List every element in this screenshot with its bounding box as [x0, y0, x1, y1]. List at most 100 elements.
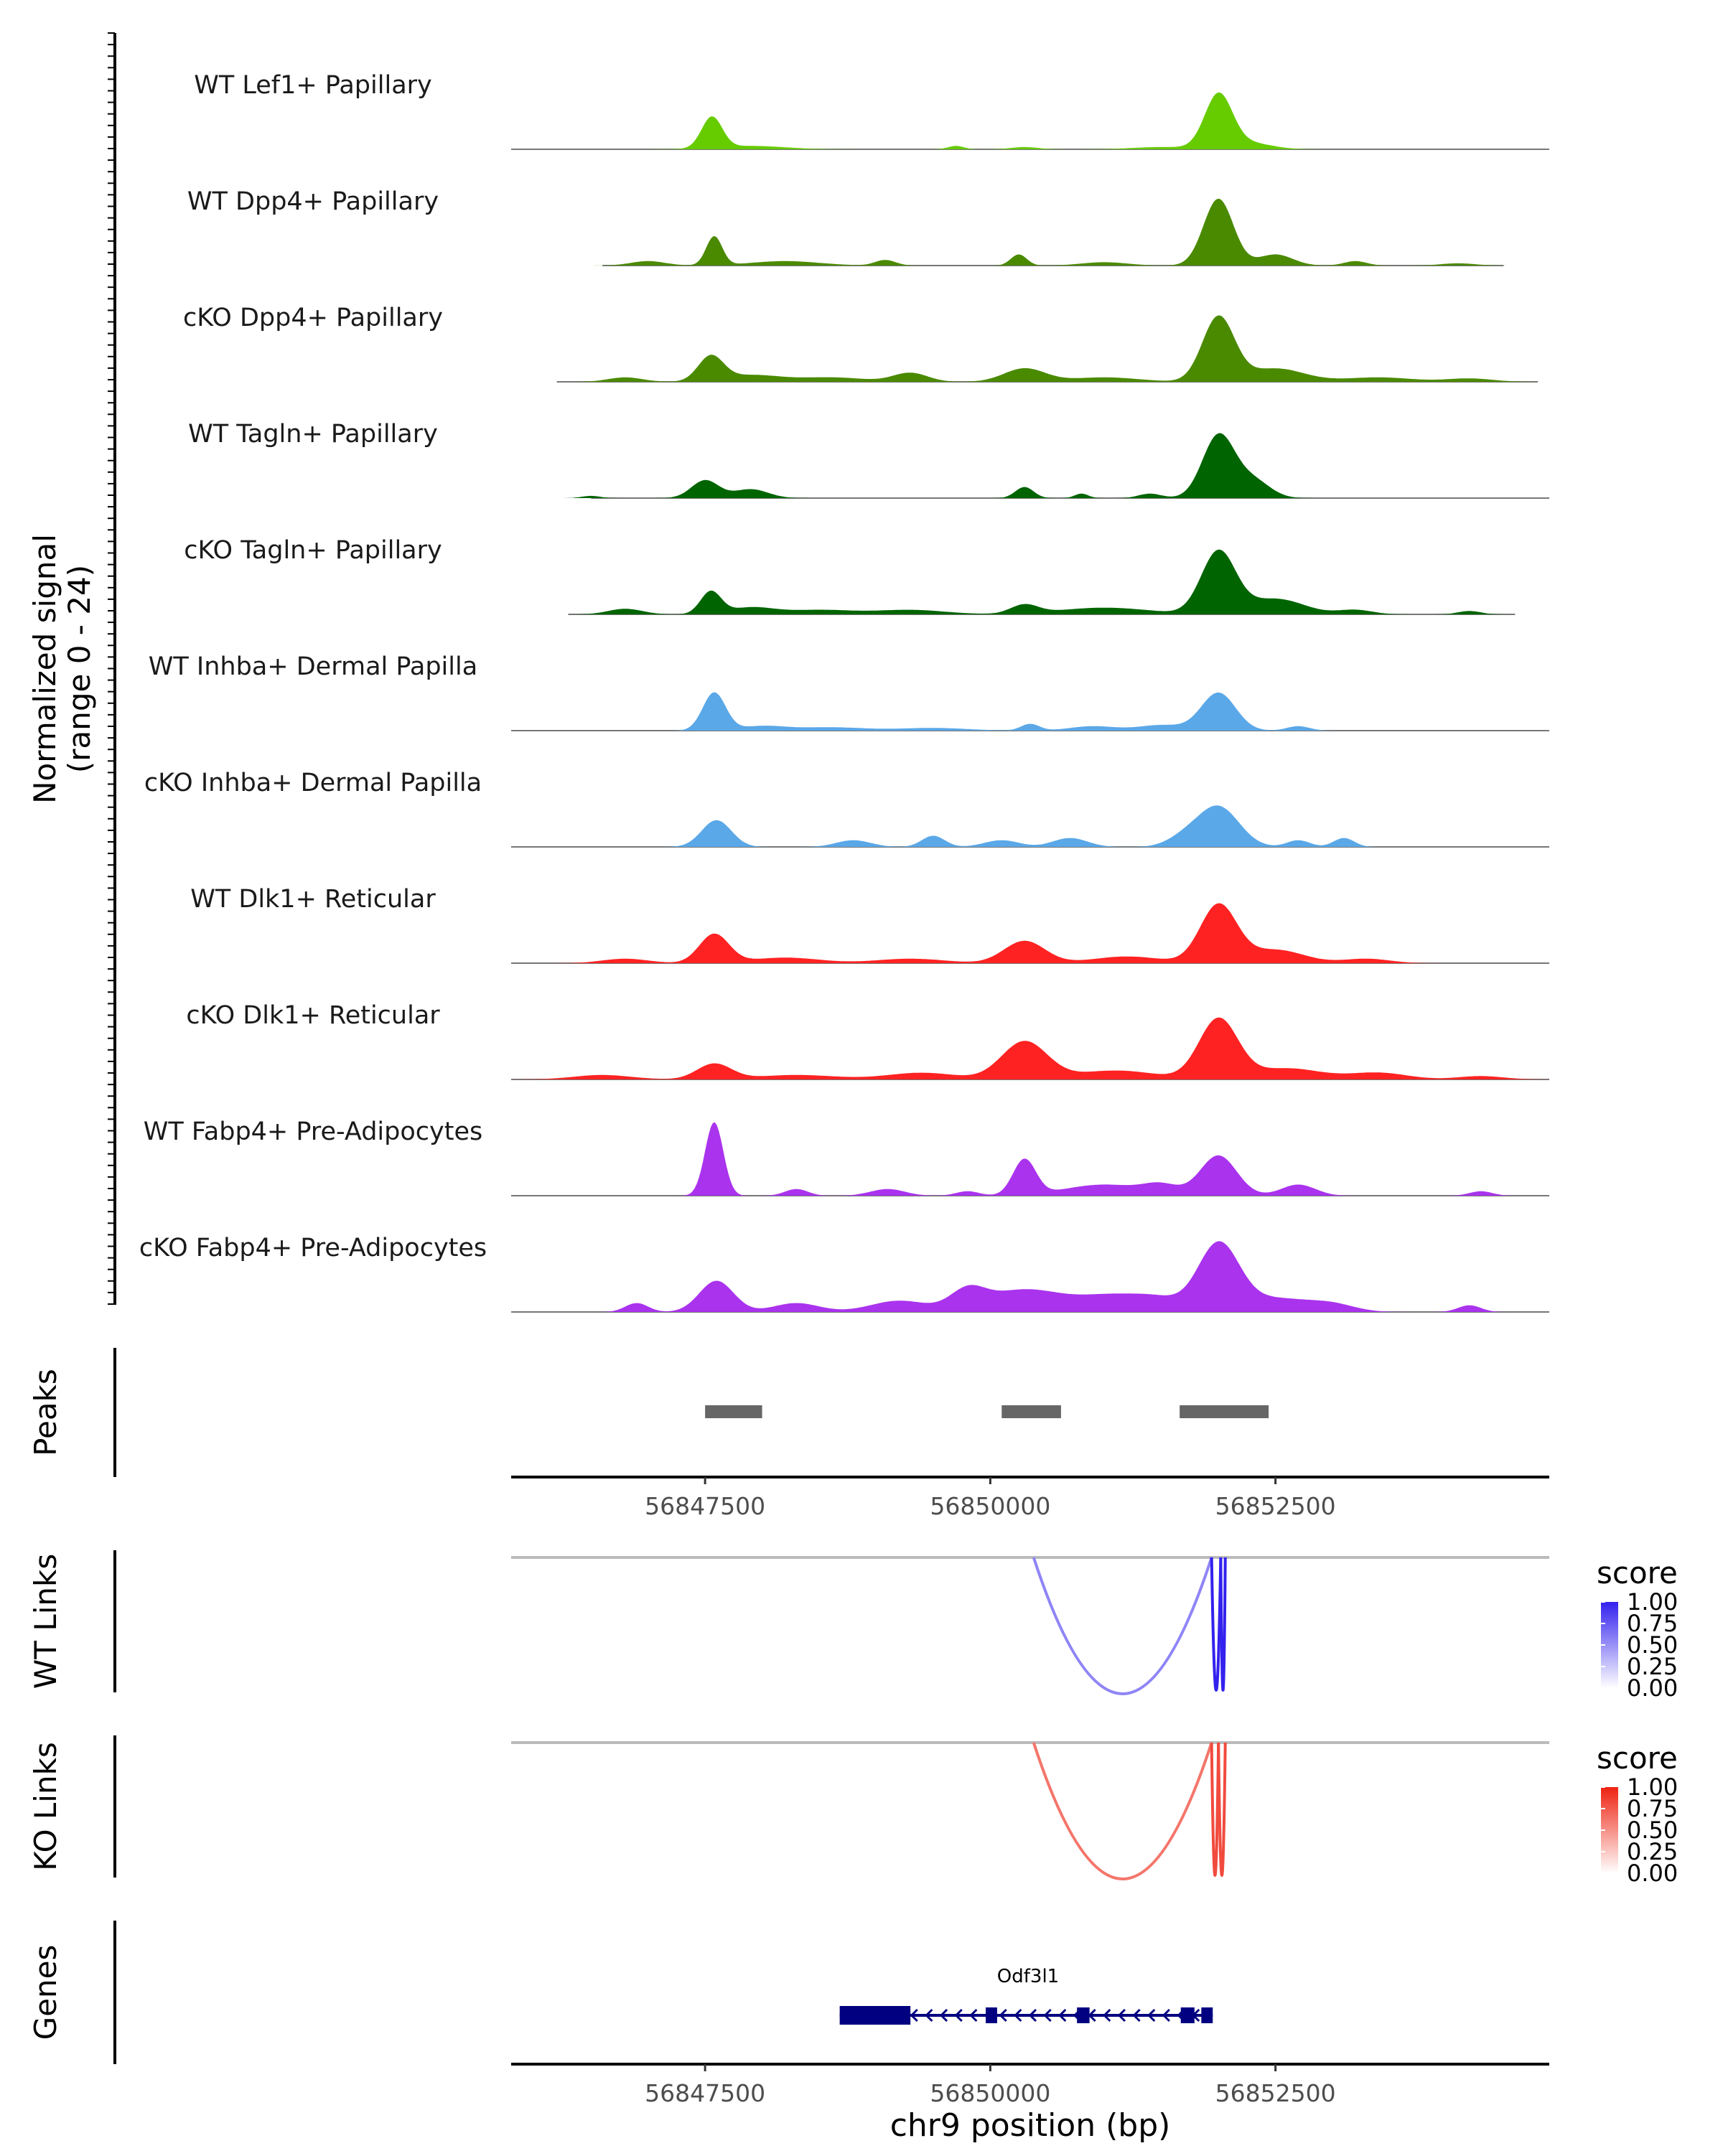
legend-label: 0.50 [1627, 1817, 1678, 1844]
strand-arrow [1028, 2008, 1037, 2023]
peak-region-1 [1001, 1405, 1061, 1418]
coverage-track-label: WT Lef1+ Papillary [194, 71, 432, 100]
strand-arrow [1103, 2008, 1111, 2023]
legend-label: 0.00 [1627, 1674, 1678, 1702]
coverage-track-6: cKO Inhba+ Dermal Papilla [144, 769, 1549, 848]
coverage-track-2: cKO Dpp4+ Papillary [183, 304, 1549, 383]
coverage-track-signal-area [511, 903, 1549, 963]
wt-link-arcs [1032, 1557, 1227, 1695]
peaks-track-label: Peaks [28, 1369, 63, 1456]
coverage-track-label: WT Tagln+ Papillary [188, 420, 438, 449]
coverage-track-label: cKO Fabp4+ Pre-Adipocytes [139, 1234, 487, 1262]
link-arc-1 [1210, 1557, 1223, 1692]
genes-panel: Genes Odf3l1 56847500 56850000 56852500 ch… [28, 1921, 1549, 2144]
ko-legend-labels: 1.000.750.500.250.00 [1601, 1773, 1678, 1887]
ko-links-score-legend: score 1.000.750.500.250.00 [1597, 1740, 1678, 1887]
genes-track-label: Genes [28, 1945, 63, 2040]
coverage-track-7: WT Dlk1+ Reticular [190, 885, 1549, 964]
wt-legend-title: score [1597, 1555, 1678, 1590]
link-arc-0 [1032, 1557, 1213, 1695]
peaks-panel: Peaks 56847500 56850000 56852500 [28, 1348, 1549, 1520]
peak-region-2 [1180, 1405, 1269, 1418]
strand-arrow [1043, 2008, 1052, 2023]
coverage-track-signal-area [511, 549, 1549, 614]
coverage-tracks: WT Lef1+ Papillary WT Dpp4+ Papillary cKO … [139, 71, 1549, 1313]
coverage-track-label: WT Fabp4+ Pre-Adipocytes [144, 1117, 482, 1146]
coverage-track-3: WT Tagln+ Papillary [188, 420, 1549, 499]
coverage-track-label: cKO Dpp4+ Papillary [183, 304, 443, 332]
x-tick-label: 56850000 [930, 2079, 1050, 2107]
coverage-track-9: WT Fabp4+ Pre-Adipocytes [144, 1117, 1549, 1196]
strand-arrow [1147, 2008, 1156, 2023]
coverage-track-10: cKO Fabp4+ Pre-Adipocytes [139, 1234, 1549, 1313]
strand-arrow [1132, 2008, 1141, 2023]
strand-arrow [925, 2008, 933, 2023]
coverage-track-signal-area [511, 315, 1549, 382]
coverage-y-axis-ticks [108, 32, 115, 1305]
ko-legend-title: score [1597, 1740, 1678, 1776]
strand-arrow [1117, 2008, 1126, 2023]
strand-arrow [969, 2008, 978, 2023]
peak-region-0 [705, 1405, 762, 1418]
coverage-track-5: WT Inhba+ Dermal Papilla [149, 652, 1549, 731]
coverage-track-signal-area [511, 1241, 1549, 1312]
strand-arrow [1088, 2008, 1096, 2023]
coverage-track-8: cKO Dlk1+ Reticular [186, 1001, 1549, 1080]
coverage-track-label: WT Dpp4+ Papillary [187, 187, 439, 216]
gene-name-label: Odf3l1 [997, 1966, 1059, 1987]
peak-regions [705, 1405, 1269, 1418]
coverage-track-signal-area [511, 692, 1549, 731]
coverage-track-4: cKO Tagln+ Papillary [184, 536, 1549, 615]
coverage-track-signal-area [511, 433, 1549, 498]
coverage-track-label: cKO Inhba+ Dermal Papilla [144, 769, 482, 797]
coverage-track-signal-area [511, 198, 1549, 266]
strand-arrow [939, 2008, 948, 2023]
gene-model-odf3l1 [839, 2006, 1213, 2025]
exon-4 [1201, 2007, 1213, 2023]
coverage-track-label: cKO Tagln+ Papillary [184, 536, 442, 565]
link-arc-1 [1210, 1742, 1220, 1877]
peaks-x-axis-ticks: 56847500 56850000 56852500 [645, 1477, 1336, 1520]
legend-label: 0.00 [1627, 1860, 1678, 1887]
link-arc-2 [1217, 1742, 1227, 1877]
ko-links-panel: KO Links score 1.000.750.500.250.00 [28, 1735, 1678, 1887]
legend-label: 0.75 [1627, 1795, 1678, 1822]
genes-x-axis-ticks: 56847500 56850000 56852500 [645, 2064, 1336, 2107]
x-tick-label: 56852500 [1215, 1492, 1336, 1520]
exon-2 [1077, 2007, 1090, 2023]
x-axis-title: chr9 position (bp) [890, 2107, 1171, 2144]
x-tick-label: 56847500 [645, 1492, 765, 1520]
coverage-track-label: WT Dlk1+ Reticular [190, 885, 436, 914]
coverage-track-signal-area [511, 1122, 1549, 1196]
ko-links-track-label: KO Links [28, 1742, 63, 1871]
exon-1 [986, 2007, 997, 2023]
coverage-track-1: WT Dpp4+ Papillary [187, 187, 1549, 266]
coverage-track-label: WT Inhba+ Dermal Papilla [149, 652, 477, 681]
legend-label: 1.00 [1627, 1773, 1678, 1801]
coverage-track-signal-area [511, 805, 1549, 847]
x-tick-label: 56850000 [930, 1492, 1050, 1520]
x-tick-label: 56847500 [645, 2079, 765, 2107]
wt-links-panel: WT Links score 1.000.750.500.250.00 [28, 1550, 1678, 1702]
coverage-panel: Normalized signal (range 0 - 24) WT Lef1… [27, 32, 1549, 1313]
strand-arrow [1014, 2008, 1022, 2023]
coverage-track-label: cKO Dlk1+ Reticular [186, 1001, 440, 1030]
legend-label: 0.25 [1627, 1653, 1678, 1680]
coverage-track-signal-area [511, 1017, 1549, 1079]
exon-3 [1180, 2007, 1195, 2023]
strand-arrow [954, 2008, 963, 2023]
strand-arrow [910, 2008, 918, 2023]
link-arc-0 [1032, 1742, 1213, 1880]
strand-arrow [1058, 2008, 1067, 2023]
exon-0 [839, 2006, 911, 2025]
link-arc-2 [1219, 1557, 1227, 1692]
wt-legend-labels: 1.000.750.500.250.00 [1601, 1588, 1678, 1702]
coverage-track-0: WT Lef1+ Papillary [194, 71, 1549, 150]
legend-label: 0.75 [1627, 1610, 1678, 1637]
ko-link-arcs [1032, 1742, 1227, 1880]
legend-label: 0.25 [1627, 1838, 1678, 1865]
coverage-track-signal-area [511, 92, 1549, 149]
strand-arrow [999, 2008, 1007, 2023]
